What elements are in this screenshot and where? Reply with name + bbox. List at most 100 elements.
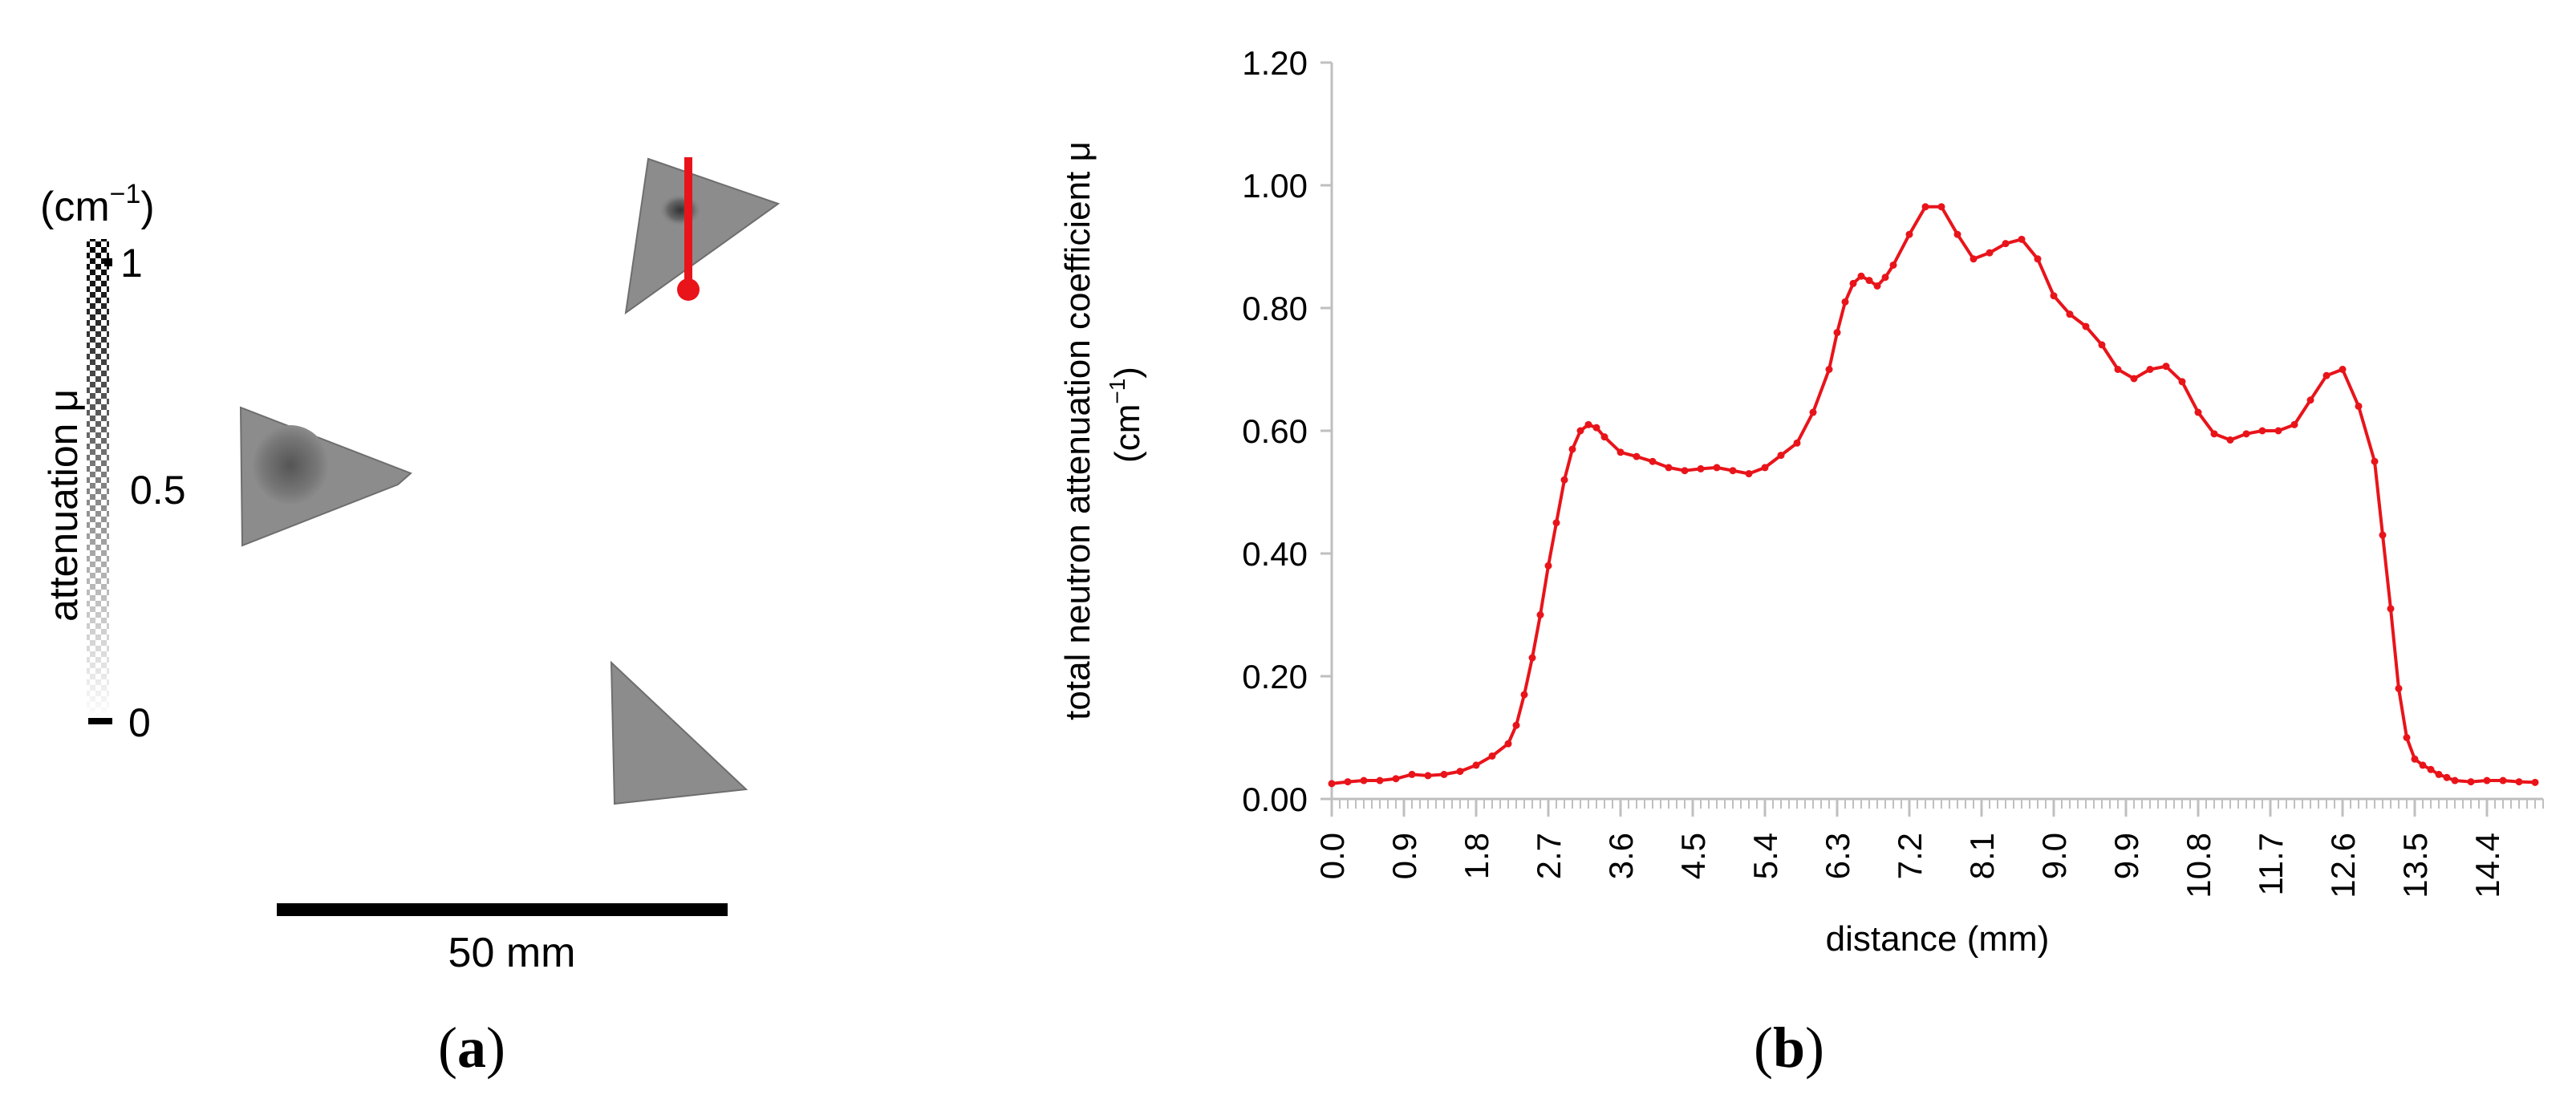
data-point [1600, 433, 1608, 441]
data-point [1665, 464, 1673, 472]
x-tick-label: 12.6 [2324, 833, 2362, 898]
data-point [1584, 420, 1592, 428]
sample-bottom [610, 660, 748, 805]
x-tick-label: 11.7 [2252, 833, 2290, 896]
data-point [1697, 464, 1705, 472]
data-point [1424, 772, 1432, 780]
chart-panel-b: 0.00 0.20 0.40 0.60 0.80 1.00 1.20 0.0 0.9 1.8 2.… [1058, 44, 2544, 1080]
sample-top [624, 157, 781, 315]
data-point [2483, 777, 2491, 785]
data-point [2034, 255, 2042, 263]
data-point [2146, 366, 2154, 373]
colorbar-title: attenuation μ [41, 389, 86, 622]
data-point [1937, 203, 1945, 211]
data-point [2427, 765, 2435, 773]
data-point [1536, 611, 1544, 618]
colorbar-tick-1: 1 [120, 241, 143, 286]
x-tick-label: 5.4 [1746, 833, 1784, 879]
data-point [2290, 420, 2298, 428]
data-point [1592, 424, 1600, 432]
data-point [1408, 770, 1416, 778]
data-point [2403, 734, 2411, 741]
data-point [1825, 366, 1833, 373]
data-point [1617, 448, 1625, 456]
x-tick-label: 9.9 [2107, 833, 2145, 879]
data-point [1568, 445, 1576, 453]
data-point [2082, 322, 2090, 330]
data-point [2210, 430, 2218, 438]
data-point [1729, 467, 1737, 475]
data-point [2411, 755, 2419, 763]
x-tick-label: 3.6 [1602, 833, 1640, 879]
data-point [1649, 457, 1657, 465]
data-point [1713, 464, 1721, 472]
data-point [2531, 778, 2539, 786]
profile-line-marker [677, 157, 700, 301]
data-point [1440, 770, 1448, 778]
data-point [1873, 282, 1881, 290]
scale-bar [277, 903, 728, 916]
y-axis-label: total neutron attenuation coefficient μ [1058, 141, 1097, 720]
data-point [1745, 470, 1753, 478]
series-line [1328, 203, 2539, 788]
data-point [1552, 519, 1560, 527]
data-point [1777, 452, 1785, 460]
data-point [1576, 427, 1584, 435]
x-tick-label: 4.5 [1674, 833, 1712, 879]
data-point [2371, 457, 2379, 465]
x-tick-label: 9.0 [2035, 833, 2073, 879]
data-point [2355, 402, 2363, 410]
y-tick-label: 0.00 [1242, 781, 1308, 818]
data-point [2066, 310, 2074, 318]
data-point [1560, 476, 1568, 484]
data-point [2306, 396, 2314, 404]
scale-bar-label: 50 mm [448, 930, 576, 976]
data-point [1344, 778, 1352, 786]
data-point [1681, 467, 1689, 475]
data-point [2395, 684, 2403, 692]
data-point [1456, 768, 1464, 776]
data-point [2339, 366, 2347, 373]
data-point [2258, 427, 2266, 435]
x-tick-label: 0.9 [1385, 833, 1423, 879]
data-point [2322, 371, 2331, 379]
x-tick-label: 10.8 [2180, 833, 2217, 898]
data-point [2499, 777, 2507, 785]
x-tick-label: 1.8 [1458, 833, 1495, 879]
data-point [2242, 430, 2250, 438]
data-point [1905, 230, 1913, 238]
data-point [1488, 752, 1496, 760]
data-point [1528, 654, 1536, 662]
data-point [1889, 261, 1897, 269]
data-point [1953, 230, 1961, 238]
data-point [2050, 292, 2058, 300]
data-point [1793, 439, 1801, 447]
data-point [1841, 298, 1849, 306]
data-point [1761, 464, 1769, 472]
x-tick-label: 13.5 [2396, 833, 2434, 898]
colorbar-tick-1-mark [104, 258, 112, 266]
data-point [1970, 255, 1978, 263]
y-tick-label: 0.40 [1242, 535, 1308, 573]
colorbar-unit: (cm−1) [40, 179, 155, 230]
data-point [1472, 761, 1480, 769]
data-point [2002, 240, 2010, 248]
x-axis: 0.0 0.9 1.8 2.7 3.6 4.5 5.4 6.3 7.2 8.1 9.0 9.9 10.8… [1313, 797, 2544, 898]
data-point [2515, 778, 2523, 786]
y-axis-unit: (cm−1) [1105, 367, 1147, 463]
data-point [1544, 562, 1552, 570]
data-point [2443, 773, 2451, 781]
data-point [1881, 274, 1889, 282]
data-point [2379, 531, 2387, 539]
data-point [1809, 408, 1817, 416]
y-tick-label: 0.60 [1242, 412, 1308, 450]
data-point [1376, 777, 1384, 785]
data-point [1328, 780, 1336, 788]
y-tick-label: 0.20 [1242, 658, 1308, 695]
panel-b-caption: (b) [1754, 1016, 1824, 1080]
data-point [2451, 777, 2459, 785]
x-tick-label: 0.0 [1313, 833, 1351, 879]
y-axis: 0.00 0.20 0.40 0.60 0.80 1.00 1.20 [1242, 44, 1333, 818]
data-point [2419, 761, 2427, 769]
